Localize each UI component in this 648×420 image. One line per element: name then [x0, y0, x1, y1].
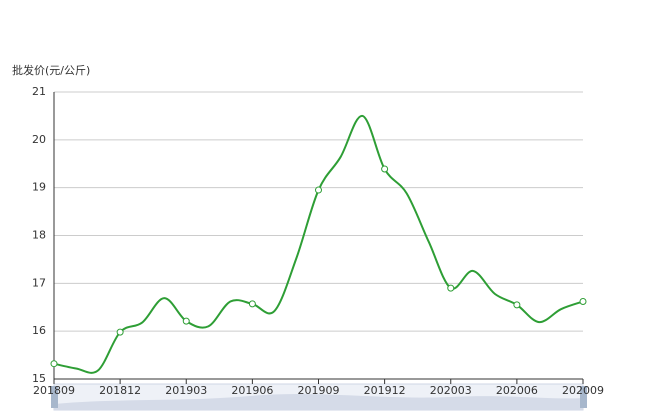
- x-tick-label: 201912: [364, 384, 406, 397]
- point-marker: [315, 186, 322, 194]
- y-tick-label: 20: [32, 133, 46, 146]
- y-tick-label: 16: [32, 324, 46, 337]
- x-tick-label: 202009: [562, 384, 604, 397]
- point-marker: [116, 328, 124, 336]
- x-tick-label: 201812: [99, 384, 141, 397]
- y-tick-label: 17: [32, 276, 46, 289]
- point-marker: [248, 300, 256, 308]
- point-marker: [513, 301, 521, 309]
- x-tick-label: 201903: [165, 384, 207, 397]
- point-marker: [182, 317, 190, 325]
- x-tick-label: 202003: [430, 384, 472, 397]
- x-tick-label: 201909: [298, 384, 340, 397]
- data-zoom-preview: [54, 394, 583, 410]
- point-marker: [579, 298, 587, 306]
- x-tick-label: 202006: [496, 384, 538, 397]
- point-marker: [50, 360, 58, 368]
- data-zoom-handle[interactable]: [580, 386, 587, 408]
- y-tick-label: 18: [32, 229, 46, 242]
- line: [53, 114, 584, 374]
- point-marker: [381, 165, 389, 173]
- point-marker: [447, 284, 455, 292]
- y-tick-label: 15: [32, 372, 46, 385]
- y-axis-title: 批发价(元/公斤): [12, 63, 90, 77]
- data-zoom-handle[interactable]: [51, 386, 58, 408]
- x-tick-label: 201809: [33, 384, 75, 397]
- y-tick-label: 19: [32, 181, 46, 194]
- y-tick-label: 21: [32, 85, 46, 98]
- x-tick-label: 201906: [231, 384, 273, 397]
